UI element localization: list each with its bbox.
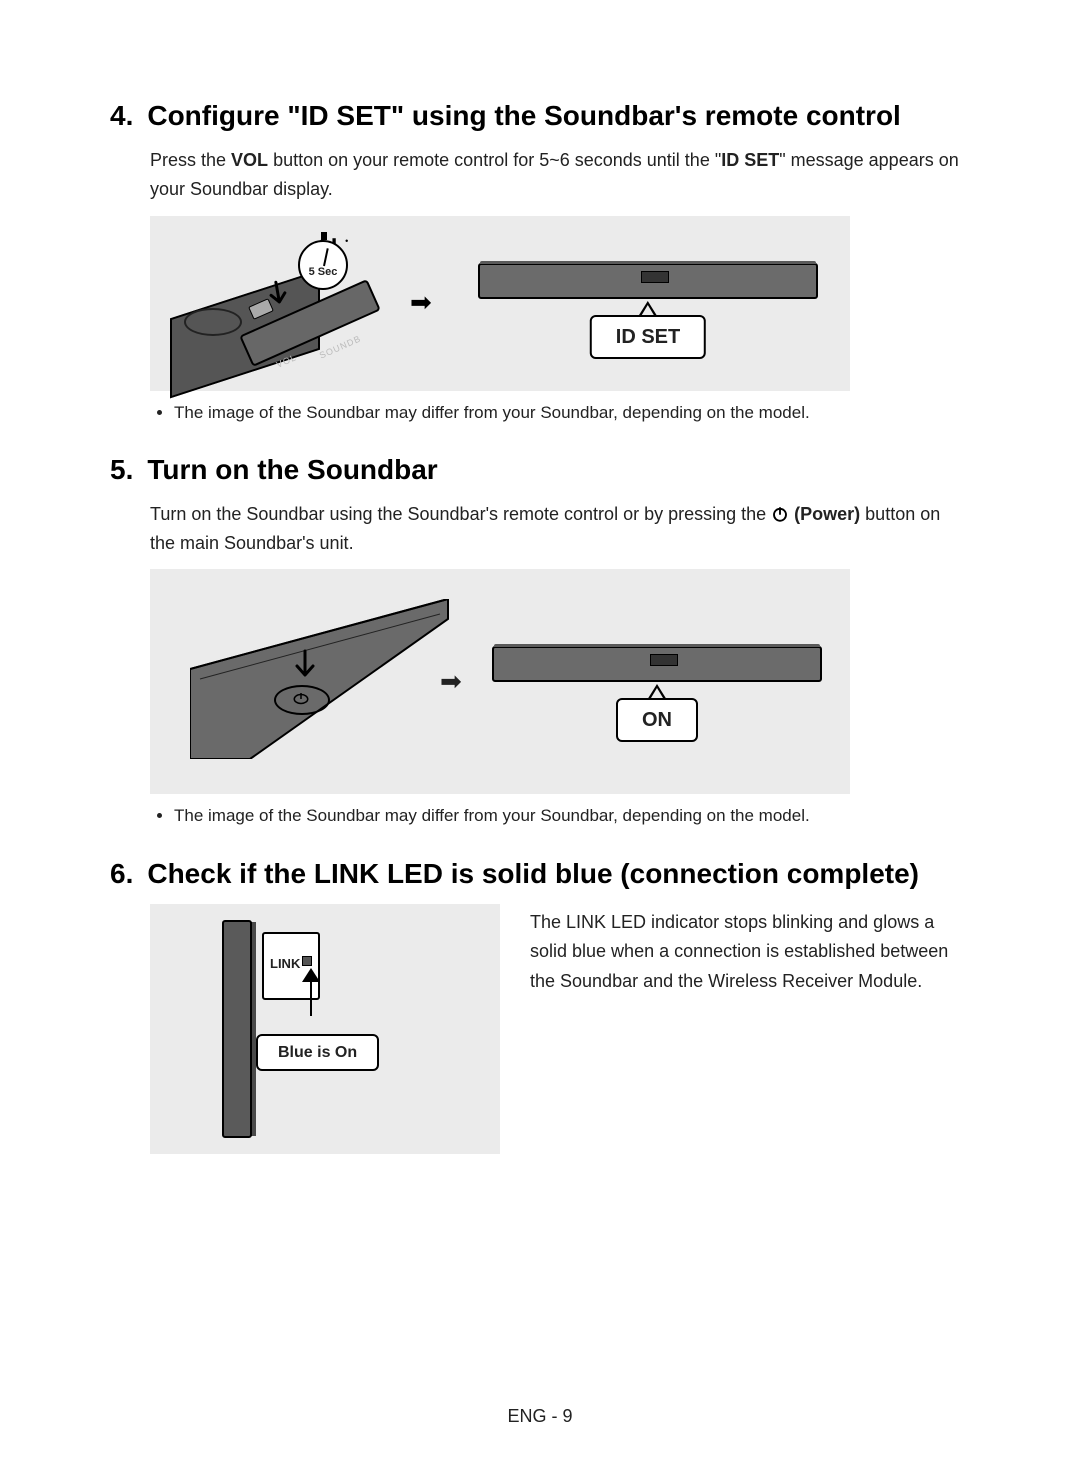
link-led-icon bbox=[302, 956, 312, 966]
soundbar-illustration: ID SET bbox=[478, 263, 818, 299]
press-arrow-icon bbox=[292, 649, 318, 698]
step-5-number: 5. bbox=[110, 454, 133, 486]
step-5-note-1: The image of the Soundbar may differ fro… bbox=[174, 802, 970, 829]
blue-callout: Blue is On bbox=[300, 1002, 379, 1072]
step-4-body: Press the VOL button on your remote cont… bbox=[150, 146, 970, 426]
idset-callout: ID SET bbox=[590, 301, 706, 359]
step-5-body: Turn on the Soundbar using the Soundbar'… bbox=[150, 500, 970, 830]
soundbar-illustration: ON bbox=[492, 646, 822, 682]
step-6-body: LINK Blue is On The LINK LED indicator s… bbox=[150, 904, 970, 1154]
blue-callout-label: Blue is On bbox=[256, 1034, 379, 1072]
step-6-title: Check if the LINK LED is solid blue (con… bbox=[147, 858, 919, 890]
step-5-heading: 5. Turn on the Soundbar bbox=[110, 454, 970, 486]
step-5-notes: The image of the Soundbar may differ fro… bbox=[174, 802, 970, 829]
step-5-figure: ➡ ON bbox=[150, 569, 850, 794]
step-4-heading: 4. Configure "ID SET" using the Soundbar… bbox=[110, 100, 970, 132]
soundbar-corner-illustration bbox=[190, 579, 470, 784]
vol-label: VOL bbox=[231, 150, 268, 170]
step-4-number: 4. bbox=[110, 100, 133, 132]
on-callout: ON bbox=[616, 684, 698, 742]
step-6-heading: 6. Check if the LINK LED is solid blue (… bbox=[110, 858, 970, 890]
power-icon bbox=[771, 503, 789, 521]
step-5-paragraph: Turn on the Soundbar using the Soundbar'… bbox=[150, 500, 970, 558]
remote-illustration: VOL SOUNDB • ▮ • 5 Sec bbox=[170, 230, 390, 380]
step-4-paragraph: Press the VOL button on your remote cont… bbox=[150, 146, 970, 204]
step-4-figure: VOL SOUNDB • ▮ • 5 Sec ➡ ID SET bbox=[150, 216, 850, 391]
on-callout-label: ON bbox=[616, 698, 698, 742]
stopwatch-icon: 5 Sec bbox=[298, 240, 348, 290]
link-label: LINK bbox=[270, 954, 300, 975]
arrow-right-icon: ➡ bbox=[410, 282, 432, 324]
surface-ring bbox=[184, 308, 242, 336]
idset-label: ID SET bbox=[721, 150, 779, 170]
step-6-number: 6. bbox=[110, 858, 133, 890]
step-4-notes: The image of the Soundbar may differ fro… bbox=[174, 399, 970, 426]
rear-speaker-illustration bbox=[222, 920, 252, 1138]
step-4-note-1: The image of the Soundbar may differ fro… bbox=[174, 399, 970, 426]
idset-callout-label: ID SET bbox=[590, 315, 706, 359]
power-label: (Power) bbox=[794, 504, 860, 524]
page-footer: ENG - 9 bbox=[0, 1406, 1080, 1427]
step-5: 5. Turn on the Soundbar Turn on the Soun… bbox=[110, 454, 970, 830]
arrow-right-icon: ➡ bbox=[440, 661, 462, 703]
step-4: 4. Configure "ID SET" using the Soundbar… bbox=[110, 100, 970, 426]
step-5-title: Turn on the Soundbar bbox=[147, 454, 437, 486]
step-6: 6. Check if the LINK LED is solid blue (… bbox=[110, 858, 970, 1154]
step-6-figure: LINK Blue is On bbox=[150, 904, 500, 1154]
remote-brand-text: SOUNDB bbox=[317, 331, 364, 362]
step-4-title: Configure "ID SET" using the Soundbar's … bbox=[147, 100, 900, 132]
stopwatch-label: 5 Sec bbox=[300, 264, 346, 282]
step-6-paragraph: The LINK LED indicator stops blinking an… bbox=[530, 904, 970, 997]
